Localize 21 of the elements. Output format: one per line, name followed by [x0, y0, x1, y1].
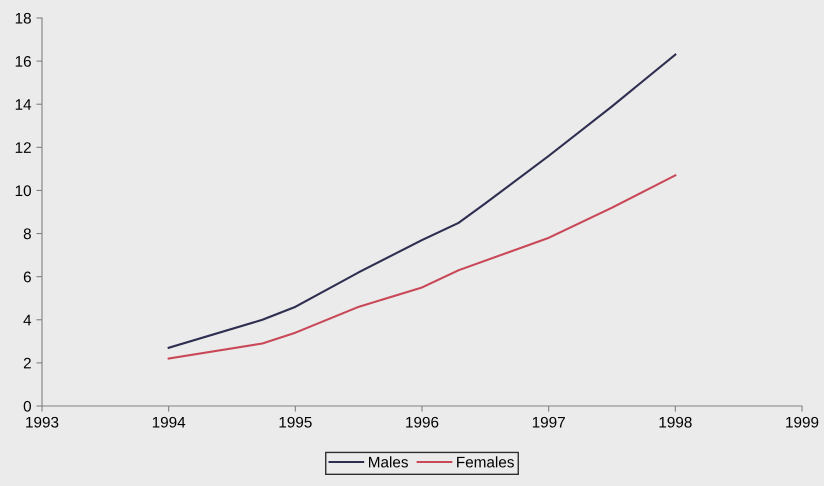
y-tick-label: 0	[24, 400, 31, 412]
y-tick-label: 4	[23, 314, 32, 326]
y-tick-label: 12	[16, 142, 31, 153]
x-tick-label: 1998	[660, 416, 692, 428]
legend-label: Females	[457, 456, 514, 468]
y-tick-label: 10	[16, 185, 31, 196]
line-series	[168, 54, 676, 349]
y-tick-label: 18	[16, 12, 31, 24]
x-tick-label: 1996	[406, 416, 438, 428]
y-tick-label: 2	[24, 358, 31, 368]
x-tick-label: 1997	[532, 416, 565, 428]
legend-label: Males	[369, 456, 408, 468]
line-series	[168, 174, 676, 360]
y-tick-label: 16	[16, 56, 31, 67]
y-tick-label: 8	[24, 228, 31, 240]
x-tick-label: 1993	[26, 416, 58, 428]
x-tick-label: 1995	[280, 416, 312, 428]
y-tick-label: 6	[24, 272, 31, 282]
x-tick-label: 1994	[152, 416, 186, 428]
y-tick-label: 14	[16, 99, 32, 110]
x-tick-label: 1999	[786, 416, 818, 428]
